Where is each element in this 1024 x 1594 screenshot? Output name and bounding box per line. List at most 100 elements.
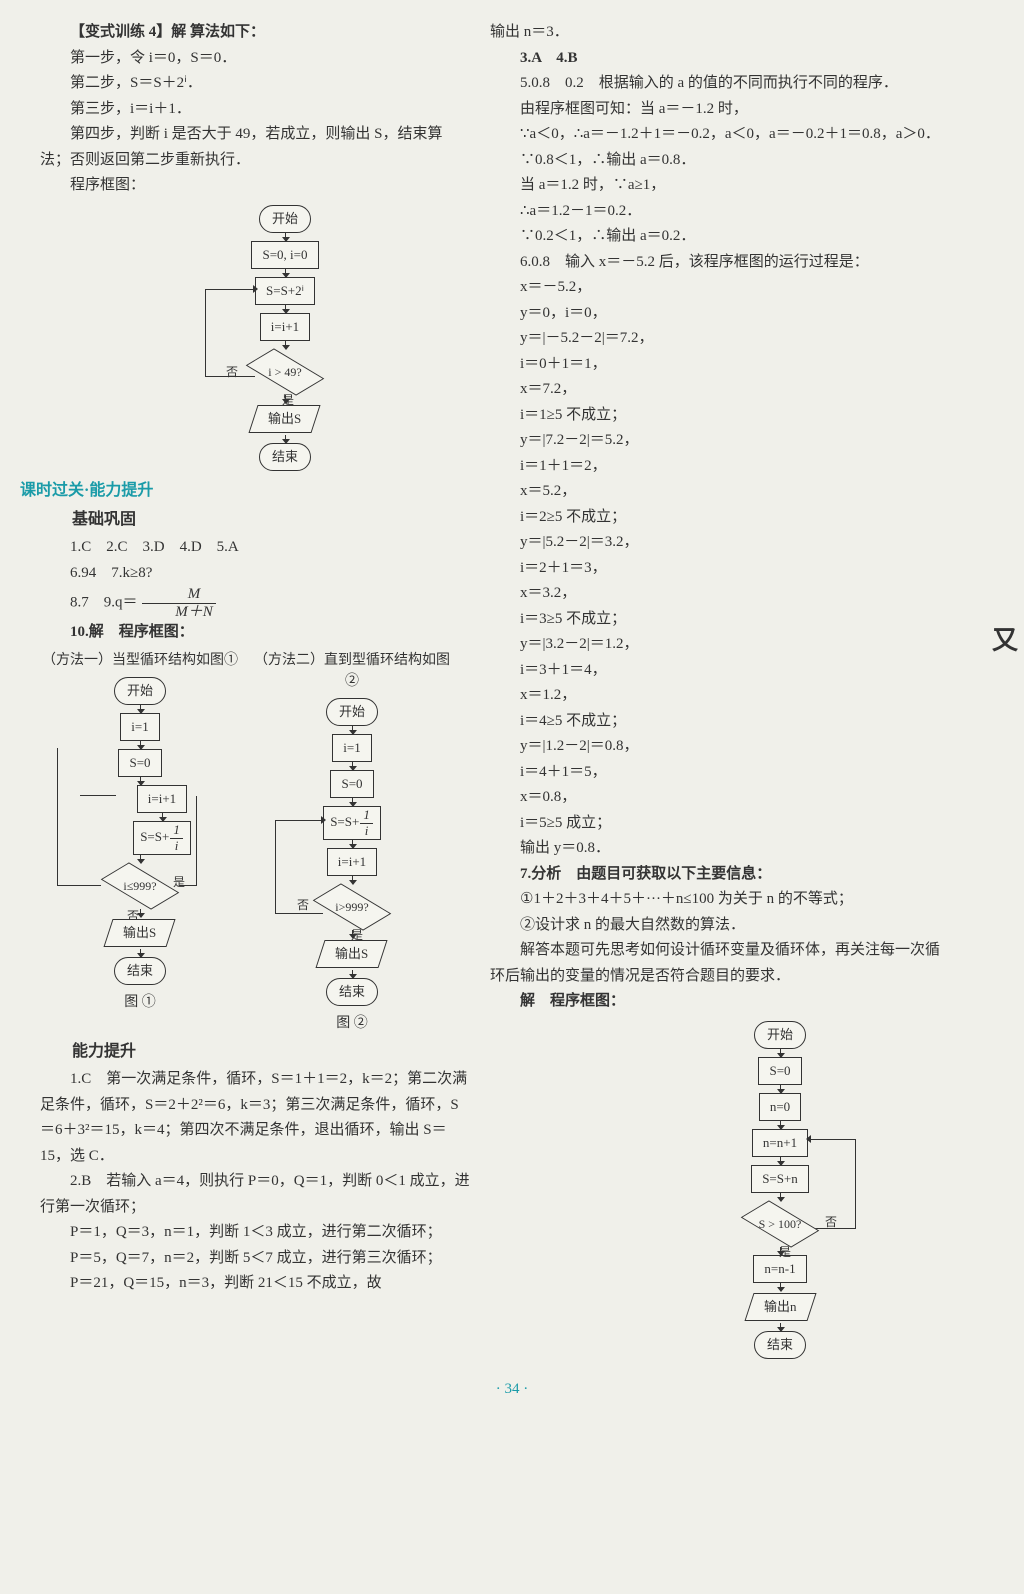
t15: y＝|3.2－2|＝1.2， xyxy=(490,632,950,658)
t2: y＝0，i＝0， xyxy=(490,301,950,327)
t10: i＝2≥5 不成立； xyxy=(490,505,950,531)
r-l9: 6.0.8 输入 x＝－5.2 后，该程序框图的运行过程是： xyxy=(490,250,950,276)
nengli-title: 能力提升 xyxy=(40,1038,470,1065)
caption-1: 图 ① xyxy=(40,991,240,1015)
side-char: 又 xyxy=(992,620,1018,657)
fc2b-inc: i=i+1 xyxy=(327,848,377,876)
r-l4: ∵a＜0，∴a＝－1.2＋1＝－0.2，a＜0，a＝－0.2＋1＝0.8，a＞0… xyxy=(490,122,950,148)
t20: i＝4＋1＝5， xyxy=(490,760,950,786)
t18: i＝4≥5 不成立； xyxy=(490,709,950,735)
fc2a-s: S=0 xyxy=(118,749,161,777)
q10-header: 10.解 程序框图： xyxy=(40,620,470,646)
p4: P＝5，Q＝7，n＝2，判断 5＜7 成立，进行第三次循环； xyxy=(40,1246,470,1272)
fc1-end: 结束 xyxy=(259,443,311,471)
t11: y＝|5.2－2|＝3.2， xyxy=(490,530,950,556)
flowchart-2b: 开始 i=1 S=0 S=S+1i i=i+1 i>999? xyxy=(252,698,452,1006)
t13: x＝3.2， xyxy=(490,581,950,607)
fc2b-end: 结束 xyxy=(326,978,378,1006)
t16: i＝3＋1＝4， xyxy=(490,658,950,684)
left-column: 【变式训练 4】解 算法如下： 第一步，令 i＝0，S＝0． 第二步，S＝S＋2… xyxy=(40,20,470,1365)
fc2b-cond: i>999? 否 是 xyxy=(313,887,391,927)
fc2a-start: 开始 xyxy=(114,677,166,705)
r-l2: 5.0.8 0.2 根据输入的 a 的值的不同而执行不同的程序． xyxy=(490,71,950,97)
fc2a-inc: i=i+1 xyxy=(137,785,187,813)
answers-2: 6.94 7.k≥8? xyxy=(40,561,470,587)
fc1-cond: i > 49? 否 是 xyxy=(246,352,324,392)
step-3: 第三步，i＝i＋1． xyxy=(40,97,470,123)
t17: x＝1.2， xyxy=(490,683,950,709)
a2: ①1＋2＋3＋4＋5＋···＋n≤100 为关于 n 的不等式； xyxy=(490,887,950,913)
step-1: 第一步，令 i＝0，S＝0． xyxy=(40,46,470,72)
method-a-title: （方法一）当型循环结构如图① xyxy=(40,650,240,671)
fc-label: 程序框图： xyxy=(40,173,470,199)
fc2a-end: 结束 xyxy=(114,957,166,985)
p3: P＝1，Q＝3，n＝1，判断 1＜3 成立，进行第二次循环； xyxy=(40,1220,470,1246)
r-l7: ∴a＝1.2－1＝0.2． xyxy=(490,199,950,225)
p1: 1.C 第一次满足条件，循环，S＝1＋1＝2，k＝2；第二次满足条件，循环，S＝… xyxy=(40,1067,470,1169)
fc2b-sum: S=S+1i xyxy=(323,806,381,840)
t3: y＝|－5.2－2|＝7.2， xyxy=(490,326,950,352)
t19: y＝|1.2－2|＝0.8， xyxy=(490,734,950,760)
t8: i＝1＋1＝2， xyxy=(490,454,950,480)
page-body: 【变式训练 4】解 算法如下： 第一步，令 i＝0，S＝0． 第二步，S＝S＋2… xyxy=(0,0,1024,1375)
fc3-start: 开始 xyxy=(754,1021,806,1049)
t4: i＝0＋1＝1， xyxy=(490,352,950,378)
t21: x＝0.8， xyxy=(490,785,950,811)
fc3-inc: n=n+1 xyxy=(752,1129,808,1157)
r-l0: 输出 n＝3． xyxy=(490,20,950,46)
section-title: 课时过关·能力提升 xyxy=(20,477,470,504)
a5: 解 程序框图： xyxy=(490,989,950,1015)
page-number: · 34 · xyxy=(0,1375,1024,1404)
fc2a-out: 输出S xyxy=(104,919,176,947)
t22: i＝5≥5 成立； xyxy=(490,811,950,837)
flowchart-1: 开始 S=0, i=0 S=S+2ⁱ i=i+1 i > 49? 否 是 输出S… xyxy=(100,205,470,472)
r-l1: 3.A 4.B xyxy=(490,46,950,72)
fc2a-sum: S=S+1i xyxy=(133,821,191,855)
variant-header: 【变式训练 4】解 算法如下： xyxy=(40,20,470,46)
fc1-start: 开始 xyxy=(259,205,311,233)
t23: 输出 y＝0.8． xyxy=(490,836,950,862)
fraction-q: M M＋N xyxy=(142,586,216,620)
r-l5: ∵0.8＜1，∴输出 a＝0.8． xyxy=(490,148,950,174)
fc3-out: 输出n xyxy=(744,1293,816,1321)
step-2: 第二步，S＝S＋2ⁱ． xyxy=(40,71,470,97)
fc3-sum: S=S+n xyxy=(751,1165,809,1193)
fc1-init: S=0, i=0 xyxy=(251,241,318,269)
t9: x＝5.2， xyxy=(490,479,950,505)
flowchart-2a: 开始 i=1 S=0 i=i+1 S=S+1i i≤999? 是 xyxy=(40,677,240,985)
jichu-title: 基础巩固 xyxy=(40,506,470,533)
t14: i＝3≥5 不成立； xyxy=(490,607,950,633)
a1: 7.分析 由题目可获取以下主要信息： xyxy=(490,862,950,888)
fc2a-cond: i≤999? 是 否 xyxy=(101,866,179,906)
t6: i＝1≥5 不成立； xyxy=(490,403,950,429)
fc1-sum: S=S+2ⁱ xyxy=(255,277,315,305)
fc3-end: 结束 xyxy=(754,1331,806,1359)
fc3-cond: S > 100? 否 是 xyxy=(741,1204,819,1244)
p2: 2.B 若输入 a＝4，则执行 P＝0，Q＝1，判断 0＜1 成立，进行第一次循… xyxy=(40,1169,470,1220)
a3: ②设计求 n 的最大自然数的算法． xyxy=(490,913,950,939)
t7: y＝|7.2－2|＝5.2， xyxy=(490,428,950,454)
flowchart-3: 开始 S=0 n=0 n=n+1 S=S+n S > 100? 否 是 n=n-… xyxy=(610,1021,950,1360)
answers-1: 1.C 2.C 3.D 4.D 5.A xyxy=(40,535,470,561)
r-l8: ∵0.2＜1，∴输出 a＝0.2． xyxy=(490,224,950,250)
caption-2: 图 ② xyxy=(252,1012,452,1036)
fc2b-out: 输出S xyxy=(316,940,388,968)
methods-row: （方法一）当型循环结构如图① 开始 i=1 S=0 i=i+1 S=S+1i xyxy=(40,650,470,1036)
fc2b-s: S=0 xyxy=(330,770,373,798)
right-column: 输出 n＝3． 3.A 4.B 5.0.8 0.2 根据输入的 a 的值的不同而… xyxy=(490,20,950,1365)
p5: P＝21，Q＝15，n＝3，判断 21＜15 不成立，故 xyxy=(40,1271,470,1297)
r-l3: 由程序框图可知：当 a＝－1.2 时， xyxy=(490,97,950,123)
fc2a-i: i=1 xyxy=(120,713,159,741)
answers-3: 8.7 9.q＝ M M＋N xyxy=(40,586,470,620)
a4: 解答本题可先思考如何设计循环变量及循环体，再关注每一次循环后输出的变量的情况是否… xyxy=(490,938,950,989)
method-b-title: （方法二）直到型循环结构如图② xyxy=(252,650,452,692)
fc2b-start: 开始 xyxy=(326,698,378,726)
r-l6: 当 a＝1.2 时，∵a≥1， xyxy=(490,173,950,199)
fc1-inc: i=i+1 xyxy=(260,313,310,341)
t1: x＝－5.2， xyxy=(490,275,950,301)
step-4: 第四步，判断 i 是否大于 49，若成立，则输出 S，结束算法；否则返回第二步重… xyxy=(40,122,470,173)
t5: x＝7.2， xyxy=(490,377,950,403)
fc3-n: n=0 xyxy=(759,1093,801,1121)
t12: i＝2＋1＝3， xyxy=(490,556,950,582)
fc3-s: S=0 xyxy=(758,1057,801,1085)
